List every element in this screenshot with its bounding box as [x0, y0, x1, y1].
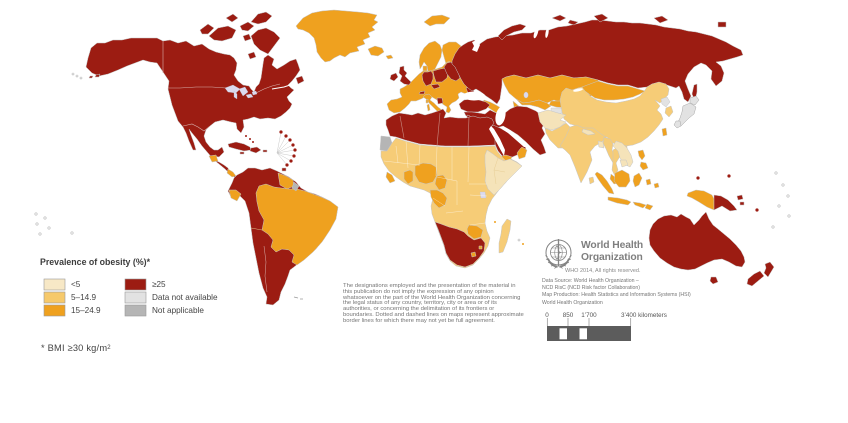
svg-text:0: 0: [545, 312, 549, 319]
svg-text:850: 850: [563, 312, 574, 319]
svg-text:3’400 kilometers: 3’400 kilometers: [621, 312, 667, 319]
svg-text:1’700: 1’700: [581, 312, 597, 319]
